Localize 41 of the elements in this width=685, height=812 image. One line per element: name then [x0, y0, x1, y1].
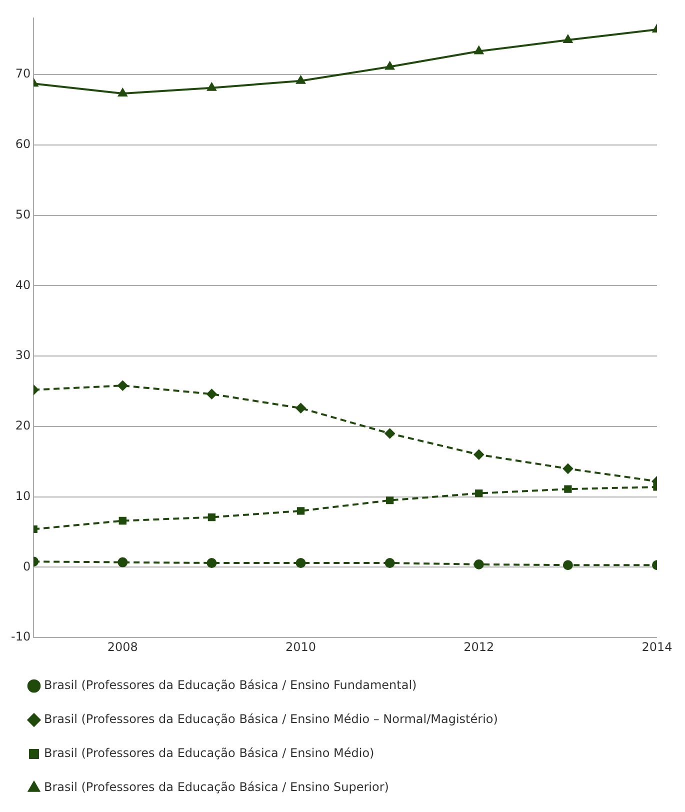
point: [206, 558, 217, 568]
y-tick-label: 50: [15, 207, 31, 222]
point: [207, 82, 216, 91]
point: [384, 558, 395, 568]
point: [562, 560, 573, 570]
y-tick-label: -10: [10, 630, 31, 644]
x-tick-label: 2012: [464, 640, 494, 654]
y-tick-label: 10: [15, 488, 31, 503]
point: [206, 389, 217, 400]
point: [296, 76, 306, 84]
y-tick-label: 20: [15, 418, 31, 433]
y-tick-label: 30: [15, 348, 31, 362]
point: [563, 35, 572, 44]
point: [384, 428, 395, 438]
legend-label: Brasil (Professores da Educação Básica / Ensino Médio – Normal/Magistério): [44, 712, 498, 726]
x-tick-label: 2008: [107, 640, 138, 654]
point: [564, 485, 572, 493]
legend-label: Brasil (Professores da Educação Básica / Ensino Médio): [44, 746, 374, 760]
point: [118, 380, 128, 391]
point: [118, 88, 128, 97]
point: [474, 46, 484, 54]
y-tick-label: 70: [15, 66, 31, 81]
point: [296, 507, 305, 515]
point: [562, 464, 573, 474]
point: [386, 496, 394, 504]
y-tick-label: 40: [15, 278, 31, 292]
x-tick-label: 2010: [286, 640, 316, 654]
legend-label: Brasil (Professores da Educação Básica / Ensino Superior): [44, 780, 389, 794]
legend-label: Brasil (Professores da Educação Básica / Ensino Fundamental): [44, 678, 417, 692]
point: [118, 516, 126, 525]
x-tick-label: 2014: [642, 640, 672, 654]
point: [474, 450, 484, 460]
point: [474, 559, 484, 570]
point: [296, 403, 306, 414]
point: [118, 557, 128, 568]
y-tick-label: 0: [22, 559, 31, 574]
point: [296, 558, 306, 568]
point: [475, 489, 483, 498]
y-tick-label: 60: [15, 137, 31, 152]
point: [208, 513, 216, 522]
point: [385, 62, 394, 70]
